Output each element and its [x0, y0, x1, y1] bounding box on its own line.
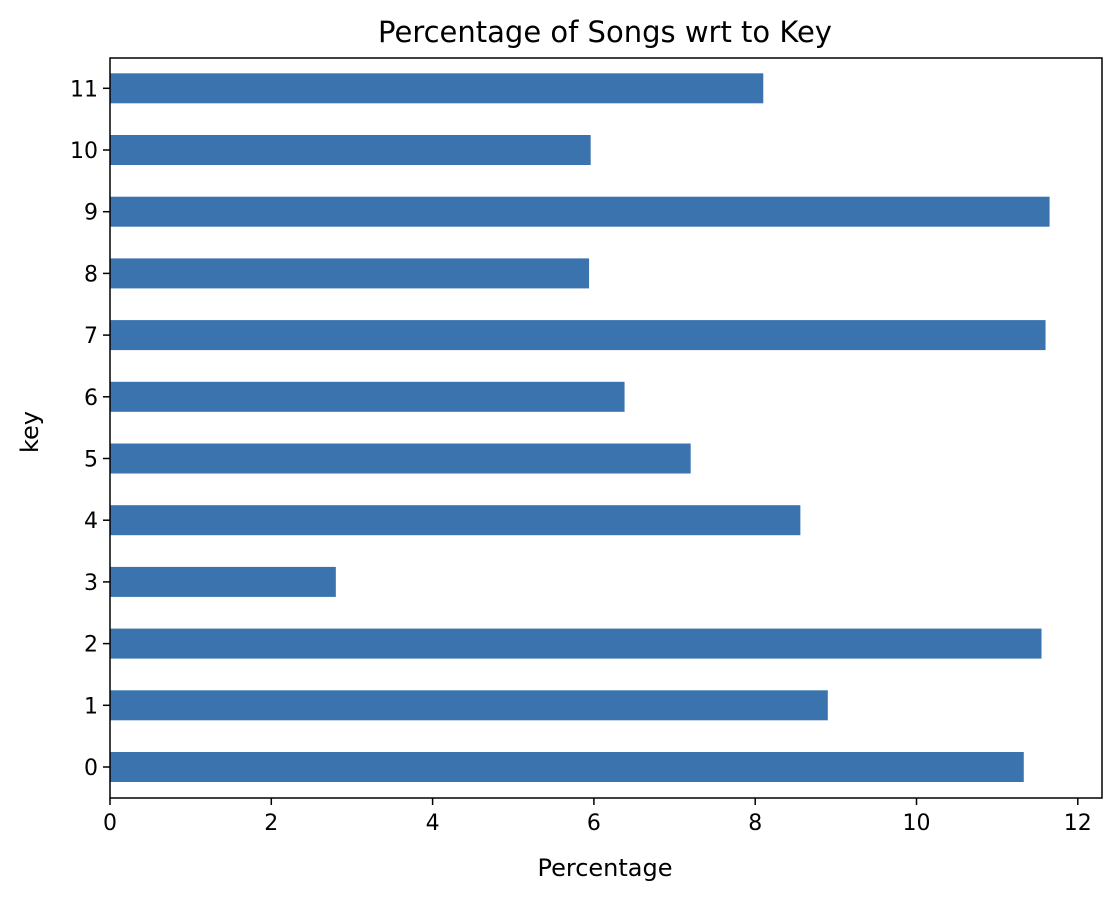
y-tick-label-6: 6: [84, 386, 98, 411]
x-tick-label-4: 4: [426, 811, 440, 836]
y-tick-label-5: 5: [84, 448, 98, 473]
x-tick-label-0: 0: [103, 811, 117, 836]
bar-key-0: [110, 752, 1024, 782]
y-axis-title: key: [16, 411, 44, 453]
x-tick-label-6: 6: [587, 811, 601, 836]
x-axis-title: Percentage: [537, 854, 672, 882]
y-tick-label-8: 8: [84, 262, 98, 287]
plot-frame: [109, 57, 1103, 799]
y-tick-label-1: 1: [84, 694, 98, 719]
bar-key-2: [110, 628, 1042, 659]
x-tick-label-12: 12: [1064, 811, 1092, 836]
bar-key-1: [110, 690, 828, 721]
y-tick-label-4: 4: [84, 509, 98, 534]
bar-key-11: [110, 73, 764, 104]
x-axis-ticks: 0 2 4 6 8 10 12: [103, 798, 1092, 836]
bar-key-6: [110, 381, 625, 412]
y-tick-label-2: 2: [84, 633, 98, 658]
bar-key-3: [110, 566, 336, 597]
x-tick-label-8: 8: [748, 811, 762, 836]
bar-key-5: [110, 443, 691, 474]
bar-key-9: [110, 196, 1050, 227]
bar-key-8: [110, 258, 590, 289]
y-tick-label-10: 10: [70, 139, 98, 164]
x-tick-label-10: 10: [903, 811, 931, 836]
chart-title: Percentage of Songs wrt to Key: [378, 15, 832, 49]
x-tick-label-2: 2: [264, 811, 278, 836]
y-tick-label-3: 3: [84, 571, 98, 596]
y-tick-label-11: 11: [70, 77, 98, 102]
y-tick-label-9: 9: [84, 201, 98, 226]
bar-key-10: [110, 135, 591, 165]
bars-layer: [110, 73, 1050, 782]
bar-key-7: [110, 320, 1046, 351]
y-axis-ticks: 0 1 2 3 4 5 6 7 8 9 10 11: [70, 77, 110, 781]
bar-key-4: [110, 505, 801, 536]
y-tick-label-0: 0: [84, 756, 98, 781]
y-tick-label-7: 7: [84, 324, 98, 349]
